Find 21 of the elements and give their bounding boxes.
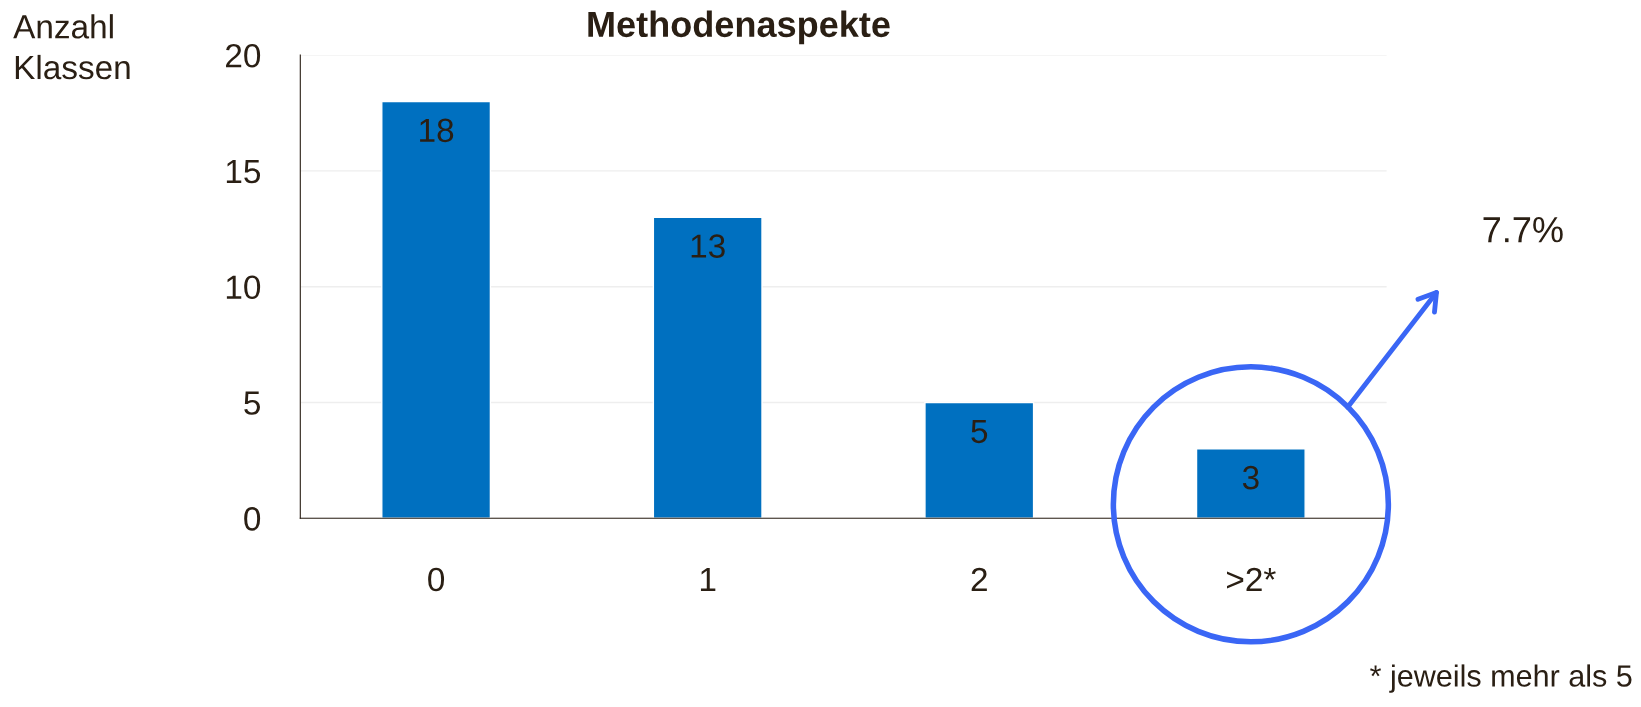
x-tick-label: 2 bbox=[971, 567, 987, 591]
x-tick-label: >2* bbox=[1227, 567, 1276, 591]
data-label: 5 bbox=[971, 419, 988, 444]
data-label: 3 bbox=[1242, 465, 1259, 490]
y-tick-label: 0 bbox=[244, 507, 261, 531]
bar bbox=[381, 100, 492, 519]
y-tick-label: 20 bbox=[226, 43, 261, 68]
data-label: 13 bbox=[691, 234, 725, 258]
text: * jeweils mehr als 5 bbox=[1370, 664, 1632, 693]
y-tick-label: 5 bbox=[244, 391, 261, 415]
data-label: 18 bbox=[420, 118, 454, 143]
x-tick-label: 1 bbox=[700, 568, 716, 591]
bar bbox=[652, 216, 763, 519]
bar bbox=[1195, 448, 1306, 519]
y-axis-title: Anzahl Klassen bbox=[13, 14, 130, 80]
x-tick-label: 0 bbox=[428, 567, 445, 592]
bar bbox=[924, 401, 1035, 519]
text: 7.7% bbox=[1483, 217, 1563, 243]
chart-title: Methodenaspekte bbox=[588, 10, 890, 45]
y-tick-label: 10 bbox=[226, 275, 261, 300]
y-tick-label: 15 bbox=[226, 160, 261, 184]
